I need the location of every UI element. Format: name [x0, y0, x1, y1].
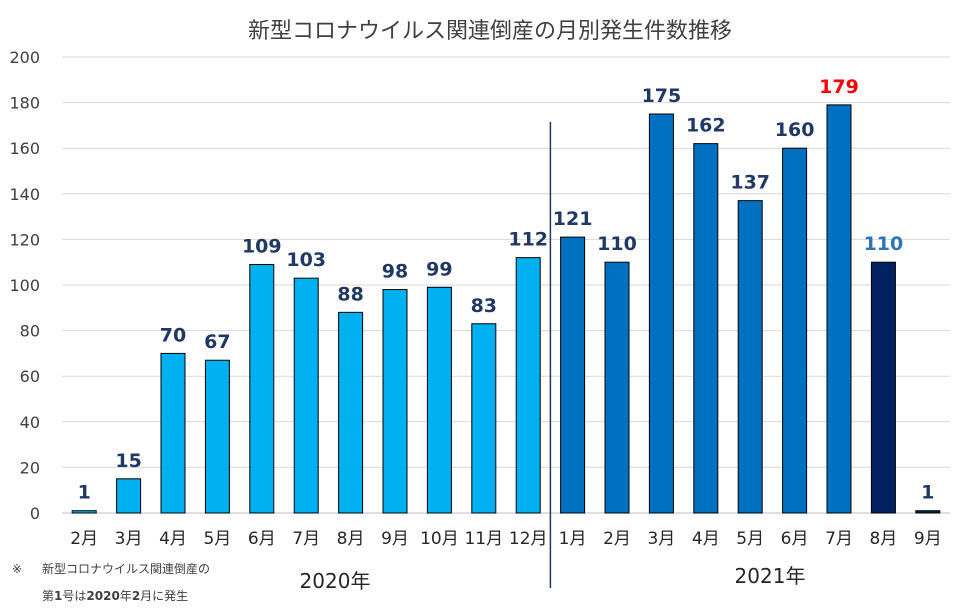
year-label-2020: 2020年: [300, 569, 371, 593]
y-tick-label: 20: [20, 458, 40, 477]
bar: [693, 143, 719, 514]
bar-value-label: 15: [115, 450, 141, 472]
bar: [471, 323, 497, 514]
footnote-mark: ※: [12, 562, 22, 576]
y-tick-label: 40: [20, 413, 40, 432]
bar: [249, 263, 275, 514]
footnote-part: 年: [120, 589, 132, 603]
y-tick-label: 0: [30, 504, 40, 523]
year-label-2021: 2021年: [735, 564, 806, 588]
bar: [426, 286, 452, 514]
x-tick-label: 6月: [781, 529, 809, 549]
x-tick-label: 3月: [115, 529, 143, 549]
y-tick-label: 140: [9, 185, 40, 204]
bar-value-label: 1: [78, 482, 91, 504]
x-tick-label: 10月: [420, 529, 459, 549]
footnote-part: 2: [132, 589, 140, 603]
bar: [338, 311, 364, 514]
x-tick-label: 7月: [825, 529, 853, 549]
x-tick-label: 9月: [914, 529, 942, 549]
bar: [648, 113, 674, 514]
bar-value-label: 110: [864, 233, 904, 255]
bar-value-label: 110: [597, 233, 637, 255]
bar-value-label: 88: [337, 283, 363, 305]
footnote-part: 1: [54, 589, 62, 603]
gridlines: [62, 56, 950, 514]
y-axis-ticks: 0 20 40 60 80 100 120 140 160 180 200: [9, 48, 40, 523]
y-tick-label: 100: [9, 276, 40, 295]
bar-value-label: 83: [471, 295, 497, 317]
bar: [870, 261, 896, 514]
x-tick-label: 2月: [70, 529, 98, 549]
y-tick-label: 160: [9, 139, 40, 158]
x-tick-label: 11月: [464, 529, 503, 549]
bar-value-label: 98: [382, 261, 408, 283]
bar-value-label: 175: [642, 85, 682, 107]
chart-title: 新型コロナウイルス関連倒産の月別発生件数推移: [248, 19, 732, 44]
x-tick-label: 9月: [381, 529, 409, 549]
x-tick-label: 4月: [159, 529, 187, 549]
bar: [204, 359, 230, 514]
x-tick-label: 4月: [692, 529, 720, 549]
bar: [782, 147, 808, 514]
x-tick-label: 8月: [337, 529, 365, 549]
bar-value-label: 162: [686, 115, 726, 137]
x-tick-label: 2月: [603, 529, 631, 549]
bar: [293, 277, 319, 514]
bar: [515, 257, 541, 514]
bar-value-label: 99: [426, 258, 452, 280]
bar-value-label: 1: [921, 482, 934, 504]
x-tick-label: 8月: [869, 529, 897, 549]
y-tick-label: 80: [20, 322, 40, 341]
bar: [71, 510, 97, 514]
bar-value-label: 137: [730, 172, 770, 194]
bar: [560, 236, 586, 514]
bar: [382, 289, 408, 514]
x-tick-label: 7月: [292, 529, 320, 549]
footnote-part: 第: [42, 589, 54, 603]
x-tick-label: 6月: [248, 529, 276, 549]
y-tick-label: 60: [20, 367, 40, 386]
footnote-part: 号は: [62, 589, 86, 603]
footnote-line-1: 新型コロナウイルス関連倒産の: [42, 561, 210, 576]
x-tick-label: 1月: [559, 529, 587, 549]
y-tick-label: 200: [9, 48, 40, 67]
x-tick-label: 12月: [509, 529, 548, 549]
x-tick-label: 5月: [736, 529, 764, 549]
bar: [826, 104, 852, 514]
x-tick-label: 3月: [647, 529, 675, 549]
bar-value-label: 121: [553, 208, 593, 230]
bar-value-label: 70: [160, 324, 186, 346]
x-axis-labels: 2月 3月 4月 5月 6月 7月 8月 9月 10月 11月 12月 1月 2月 3月 4月 5月 6月 7月 8…: [70, 529, 941, 549]
bar: [737, 200, 763, 514]
footnote-part: 2020: [86, 589, 119, 603]
footnote-line-2: 第1号は2020年2月に発生: [42, 589, 188, 603]
y-tick-label: 120: [9, 230, 40, 249]
bar: [160, 352, 186, 514]
bar-value-label: 67: [204, 331, 230, 353]
y-tick-label: 180: [9, 94, 40, 113]
bar-value-label: 109: [242, 235, 282, 257]
footnote-part: 月に発生: [140, 589, 188, 603]
bar-value-label: 103: [286, 249, 326, 271]
bar-value-label: 179: [819, 76, 859, 98]
x-tick-label: 5月: [203, 529, 231, 549]
bar-value-label: 160: [775, 119, 815, 141]
bar: [116, 478, 142, 514]
bars: [71, 104, 941, 514]
bar: [915, 510, 941, 514]
bar-value-label: 112: [508, 229, 548, 251]
bar: [604, 261, 630, 514]
